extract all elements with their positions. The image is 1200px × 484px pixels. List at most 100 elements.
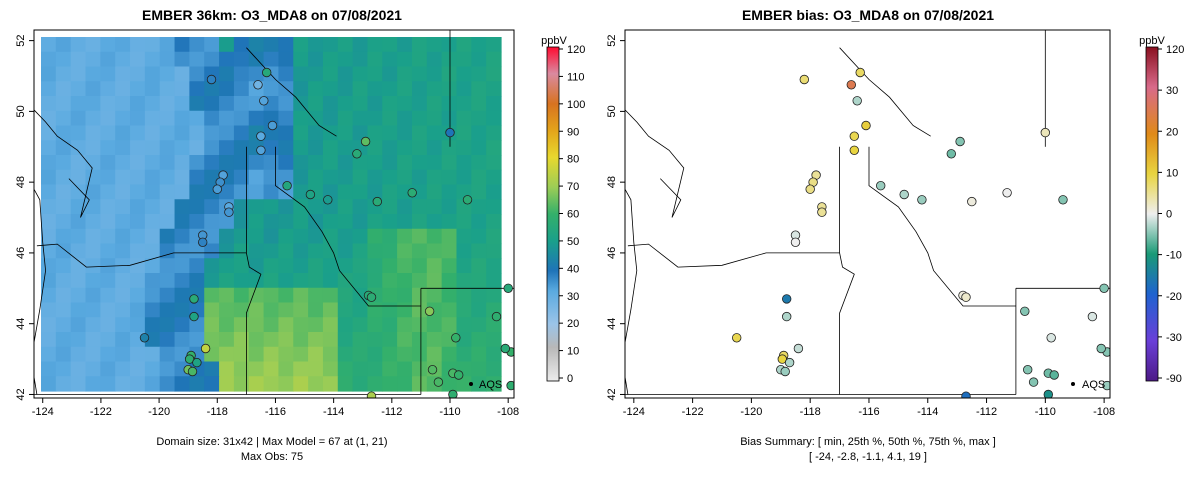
model-cell bbox=[352, 376, 369, 392]
model-cell bbox=[441, 214, 458, 230]
model-cell bbox=[397, 376, 413, 392]
model-cell bbox=[174, 228, 190, 245]
model-cell bbox=[263, 287, 280, 304]
model-cell bbox=[308, 110, 324, 127]
colorbar-tick-label: -30 bbox=[1166, 332, 1182, 344]
model-cell bbox=[159, 346, 176, 363]
obs-station-point bbox=[259, 96, 269, 106]
model-cell bbox=[174, 376, 190, 392]
model-cell bbox=[382, 243, 398, 259]
model-cell bbox=[308, 140, 324, 156]
model-cell bbox=[411, 184, 428, 200]
model-cell bbox=[471, 346, 487, 363]
model-cell bbox=[486, 96, 502, 112]
model-cell bbox=[322, 287, 339, 304]
model-cell bbox=[159, 155, 176, 171]
bias-station-point bbox=[1087, 311, 1098, 322]
model-cell bbox=[397, 96, 413, 112]
model-cell bbox=[85, 66, 101, 82]
model-cell bbox=[426, 258, 443, 274]
model-cell bbox=[367, 37, 383, 53]
model-cell bbox=[397, 184, 413, 200]
model-cell bbox=[352, 228, 369, 245]
model-cell bbox=[397, 125, 413, 141]
model-cell bbox=[293, 258, 309, 274]
model-cell bbox=[308, 214, 324, 230]
bias-station-point bbox=[817, 207, 827, 217]
model-cell bbox=[144, 214, 161, 230]
right-colorbar bbox=[1145, 46, 1159, 382]
model-cell bbox=[411, 376, 428, 392]
model-cell bbox=[70, 169, 87, 186]
model-cell bbox=[233, 169, 250, 186]
model-cell bbox=[174, 125, 190, 141]
model-cell bbox=[189, 199, 205, 215]
obs-station-point bbox=[189, 311, 199, 322]
model-cell bbox=[382, 214, 398, 230]
bias-station-point bbox=[780, 366, 790, 377]
model-cell bbox=[397, 317, 413, 333]
model-cell bbox=[233, 155, 250, 171]
model-cell bbox=[219, 37, 235, 53]
boundaries-left bbox=[34, 30, 514, 395]
model-cell bbox=[456, 125, 472, 141]
model-cell bbox=[471, 332, 487, 348]
model-cell bbox=[159, 199, 176, 215]
model-cell bbox=[55, 81, 72, 97]
model-cell bbox=[248, 155, 265, 171]
model-cell bbox=[100, 214, 116, 230]
model-cell bbox=[144, 317, 161, 333]
model-cell bbox=[337, 376, 354, 392]
model-cell bbox=[367, 214, 383, 230]
model-cell bbox=[130, 273, 146, 289]
model-cell bbox=[85, 346, 101, 363]
model-cell bbox=[322, 37, 339, 53]
model-cell bbox=[411, 110, 428, 127]
state-boundary bbox=[246, 146, 262, 395]
left-unit-label: ppbV bbox=[541, 35, 567, 47]
model-cell bbox=[41, 214, 57, 230]
model-cell bbox=[41, 155, 57, 171]
colorbar-tick-label: 110 bbox=[567, 71, 585, 83]
model-cell bbox=[70, 66, 87, 82]
model-cell bbox=[130, 66, 146, 82]
model-cell bbox=[382, 228, 398, 245]
model-cell bbox=[219, 376, 235, 392]
bias-station-point bbox=[784, 357, 795, 368]
model-cell bbox=[248, 199, 265, 215]
model-cell bbox=[456, 155, 472, 171]
model-cell bbox=[293, 51, 309, 68]
model-cell bbox=[41, 169, 57, 186]
model-cell bbox=[337, 199, 354, 215]
model-cell bbox=[263, 214, 280, 230]
model-cell bbox=[367, 258, 383, 274]
model-cell bbox=[174, 317, 190, 333]
model-cell bbox=[367, 155, 383, 171]
x-tick-label: -110 bbox=[439, 406, 460, 418]
model-cell bbox=[382, 96, 398, 112]
y-tick-label: 52 bbox=[15, 34, 27, 46]
model-cell bbox=[263, 228, 280, 245]
model-cell bbox=[115, 155, 131, 171]
model-cell bbox=[322, 81, 339, 97]
model-cell bbox=[471, 184, 487, 200]
left-colorbar-ticks: 0 10 20 30 40 50 60 70 80 90 100 110 120 bbox=[559, 44, 585, 385]
model-cell bbox=[456, 273, 472, 289]
model-cell bbox=[219, 287, 235, 304]
model-cell bbox=[486, 332, 502, 348]
model-cell bbox=[248, 169, 265, 186]
model-cell bbox=[174, 140, 190, 156]
model-cell bbox=[352, 96, 369, 112]
model-cell bbox=[174, 51, 190, 68]
model-cell bbox=[204, 51, 220, 68]
model-cell bbox=[456, 140, 472, 156]
model-cell bbox=[159, 125, 176, 141]
model-cell bbox=[337, 96, 354, 112]
model-cell bbox=[278, 169, 294, 186]
bias-station-point bbox=[782, 294, 792, 304]
bias-station-point bbox=[732, 333, 742, 343]
model-cell bbox=[352, 317, 369, 333]
model-cell bbox=[367, 96, 383, 112]
model-cell bbox=[204, 243, 220, 259]
model-cell bbox=[411, 258, 428, 274]
